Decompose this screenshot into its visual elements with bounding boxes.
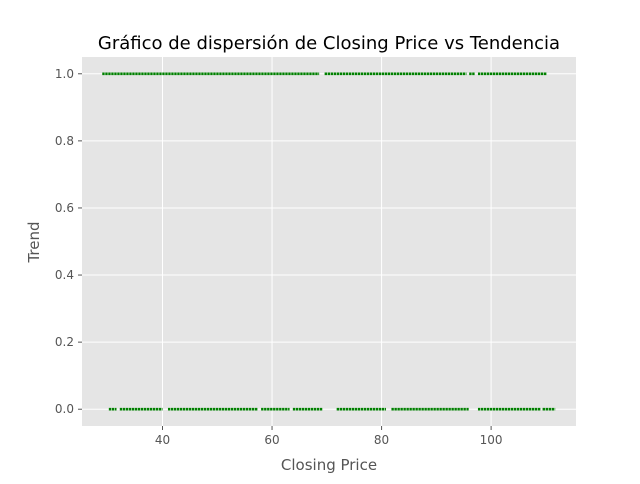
y-axis-ticks: 0.0 0.2 0.4 0.6 0.8 1.0 (55, 67, 82, 416)
y-tick-label: 0.4 (55, 268, 74, 282)
y-axis-label: Trend (25, 221, 43, 263)
y-tick-label: 1.0 (55, 67, 74, 81)
x-axis-ticks: 40 60 80 100 (155, 426, 503, 447)
x-tick-label: 100 (480, 433, 503, 447)
x-axis-label: Closing Price (281, 456, 377, 474)
y-tick-label: 0.8 (55, 134, 74, 148)
y-tick-label: 0.2 (55, 335, 74, 349)
data-points (102, 72, 556, 411)
y-tick-label: 0.6 (55, 201, 74, 215)
chart-title: Gráfico de dispersión de Closing Price v… (98, 33, 560, 54)
y-tick-label: 0.0 (55, 402, 74, 416)
x-tick-label: 60 (264, 433, 279, 447)
x-tick-label: 40 (155, 433, 170, 447)
plot-area (82, 57, 576, 426)
x-tick-label: 80 (374, 433, 389, 447)
